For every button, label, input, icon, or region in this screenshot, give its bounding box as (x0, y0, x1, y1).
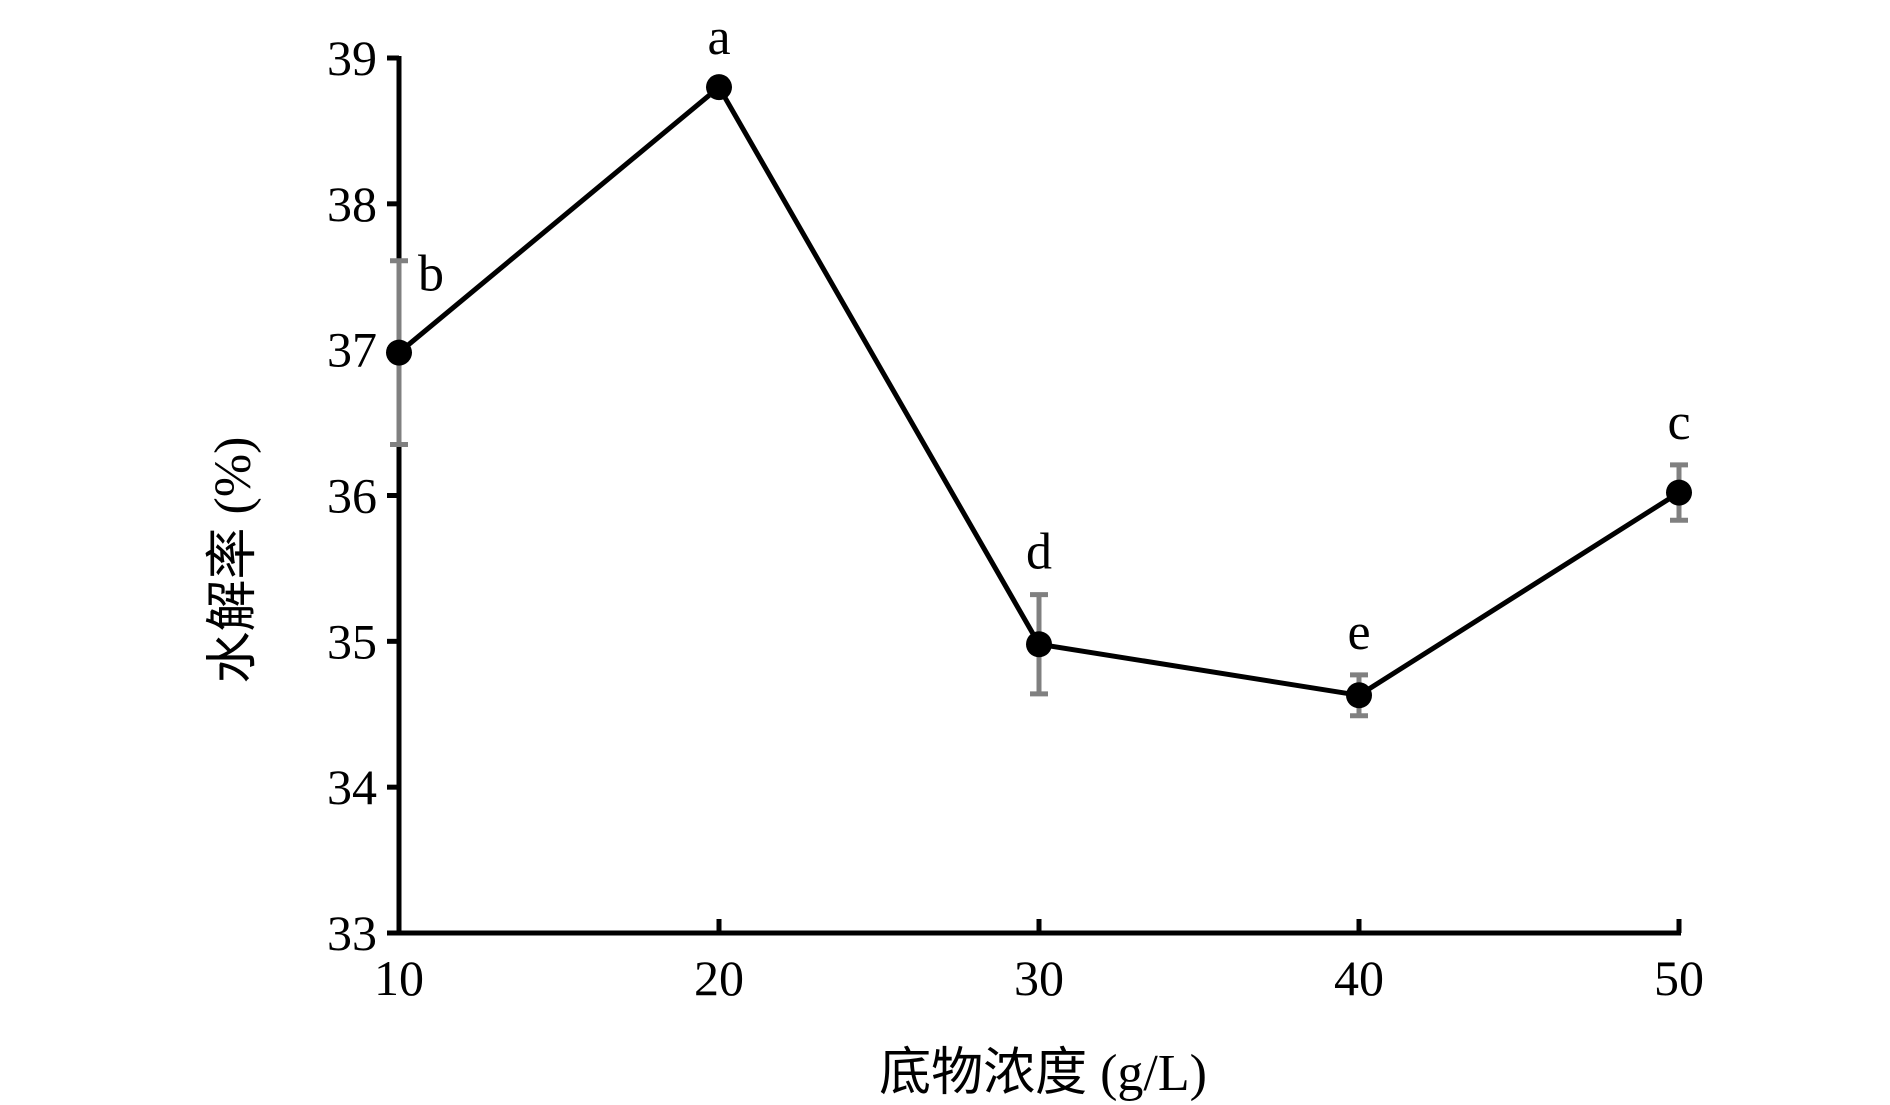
y-tick-label: 38 (327, 176, 377, 232)
y-axis-label: 水解率 (%) (205, 437, 262, 684)
x-tick-label: 20 (694, 950, 744, 1006)
significance-letter: e (1347, 604, 1370, 661)
x-axis-label: 底物浓度 (g/L) (879, 1045, 1207, 1102)
significance-letter: c (1667, 394, 1690, 451)
significance-letter: a (707, 9, 730, 66)
data-point (1026, 631, 1052, 658)
y-tick-label: 39 (327, 30, 377, 86)
data-point (1666, 479, 1692, 506)
y-tick-label: 37 (327, 322, 377, 378)
y-tick-label: 35 (327, 613, 377, 669)
x-tick-label: 40 (1334, 950, 1384, 1006)
data-point (706, 74, 732, 101)
x-tick-label: 50 (1654, 950, 1704, 1006)
data-point (1346, 682, 1372, 709)
significance-letter: d (1026, 524, 1052, 581)
y-tick-label: 33 (327, 905, 377, 961)
x-tick-label: 10 (374, 950, 424, 1006)
x-tick-label: 30 (1014, 950, 1064, 1006)
y-tick-label: 36 (327, 468, 377, 524)
data-point (386, 339, 412, 366)
significance-letter: b (418, 246, 444, 303)
y-tick-label: 34 (327, 759, 377, 815)
